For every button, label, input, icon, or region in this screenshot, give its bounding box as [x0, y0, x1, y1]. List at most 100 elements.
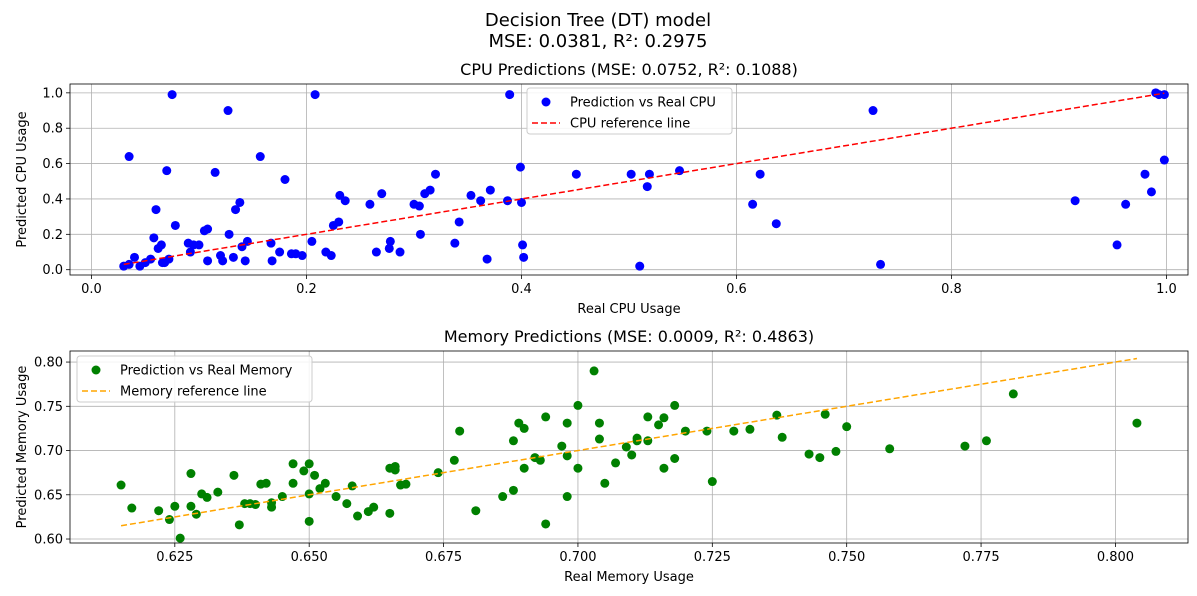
cpu-ytick-label-4: 0.8 [42, 122, 63, 137]
cpu-point-51 [371, 247, 381, 257]
memory-ytick-label-2: 0.70 [34, 444, 63, 459]
memory-point-42 [401, 479, 411, 489]
memory-point-4 [170, 501, 180, 511]
cpu-point-70 [515, 162, 525, 172]
cpu-xtick-label-0: 0.0 [81, 282, 102, 297]
cpu-point-62 [450, 238, 460, 248]
cpu-point-63 [454, 217, 464, 227]
cpu-point-93 [1159, 155, 1169, 165]
cpu-point-32 [240, 256, 250, 266]
cpu-point-26 [223, 106, 233, 116]
cpu-point-7 [151, 205, 161, 215]
memory-point-69 [627, 450, 637, 460]
cpu-panel: 0.0 0.2 0.4 0.6 0.8 1.0 0.0 0.2 0.4 0.6 0.8 1.0 CPU … [15, 60, 1189, 317]
memory-ytick-label-3: 0.75 [34, 400, 63, 415]
memory-point-55 [541, 519, 551, 529]
memory-point-91 [885, 444, 895, 454]
cpu-reference-line [123, 92, 1165, 266]
cpu-point-42 [307, 236, 317, 246]
cpu-ytick-label-2: 0.4 [42, 192, 63, 207]
memory-point-52 [519, 463, 529, 473]
cpu-point-14 [167, 90, 177, 100]
memory-point-93 [981, 436, 991, 446]
memory-point-45 [455, 426, 465, 436]
cpu-point-74 [571, 169, 581, 179]
memory-xtick-label-3: 0.700 [559, 550, 596, 565]
cpu-point-88 [1140, 169, 1150, 179]
cpu-point-81 [755, 169, 765, 179]
figure-suptitle-line1: Decision Tree (DT) model [485, 10, 711, 31]
memory-point-38 [385, 508, 395, 518]
cpu-point-82 [771, 219, 781, 229]
cpu-xtick-label-2: 0.4 [511, 282, 532, 297]
cpu-point-80 [748, 199, 758, 209]
memory-point-86 [804, 449, 814, 459]
cpu-point-83 [868, 106, 878, 116]
memory-point-22 [288, 459, 298, 469]
memory-point-36 [369, 502, 379, 512]
memory-point-90 [842, 422, 852, 432]
cpu-point-84 [876, 259, 886, 269]
memory-point-48 [508, 485, 518, 495]
memory-point-68 [621, 442, 631, 452]
memory-point-72 [643, 436, 653, 446]
figure-suptitle-line2: MSE: 0.0381, R²: 0.2975 [488, 31, 707, 52]
memory-point-34 [353, 511, 363, 521]
memory-point-95 [1132, 418, 1142, 428]
memory-point-57 [557, 441, 567, 451]
memory-axes-frame [69, 350, 1189, 544]
memory-ytick-label-4: 0.80 [34, 356, 63, 371]
memory-point-27 [304, 459, 314, 469]
cpu-point-55 [395, 247, 405, 257]
cpu-point-28 [228, 252, 238, 262]
cpu-point-23 [210, 167, 220, 177]
memory-point-51 [519, 423, 529, 433]
cpu-point-73 [519, 252, 529, 262]
memory-point-20 [267, 498, 277, 508]
memory-xtick-label-5: 0.750 [828, 550, 865, 565]
cpu-point-69 [505, 90, 515, 100]
cpu-chart-title: CPU Predictions (MSE: 0.0752, R²: 0.1088… [460, 60, 798, 79]
cpu-point-30 [235, 197, 245, 207]
memory-point-24 [299, 466, 309, 476]
memory-point-74 [654, 420, 664, 430]
memory-xtick-label-0: 0.625 [156, 550, 193, 565]
cpu-point-50 [365, 199, 375, 209]
cpu-point-43 [310, 90, 320, 100]
cpu-ytick-label-5: 1.0 [42, 86, 63, 101]
memory-point-67 [611, 458, 621, 468]
memory-point-25 [304, 489, 314, 499]
memory-chart-title: Memory Predictions (MSE: 0.0009, R²: 0.4… [444, 327, 814, 346]
memory-point-76 [659, 413, 669, 423]
memory-point-83 [745, 424, 755, 434]
cpu-point-9 [156, 240, 166, 250]
cpu-xtick-label-4: 0.8 [941, 282, 962, 297]
cpu-y-axis-label: Predicted CPU Usage [15, 111, 30, 247]
memory-x-axis-label: Real Memory Usage [564, 570, 694, 585]
memory-point-64 [594, 418, 604, 428]
memory-point-18 [261, 478, 271, 488]
memory-point-1 [127, 503, 137, 513]
cpu-point-21 [203, 224, 213, 234]
memory-point-7 [186, 501, 196, 511]
memory-reference-line [120, 357, 1138, 527]
memory-panel: 0.625 0.650 0.675 0.700 0.725 0.750 0.775 0.800… [15, 327, 1189, 585]
memory-point-2 [154, 506, 164, 516]
cpu-x-axis-label: Real CPU Usage [577, 302, 680, 317]
memory-point-56 [541, 412, 551, 422]
memory-xtick-label-7: 0.800 [1097, 550, 1134, 565]
cpu-point-85 [1070, 196, 1080, 206]
cpu-point-29 [231, 205, 241, 215]
cpu-point-34 [255, 152, 265, 162]
memory-xtick-label-2: 0.675 [425, 550, 462, 565]
cpu-point-27 [224, 229, 234, 239]
memory-point-78 [670, 454, 680, 464]
memory-point-33 [347, 481, 357, 491]
cpu-legend-marker-swatch [541, 97, 551, 107]
memory-point-75 [659, 463, 669, 473]
memory-point-63 [589, 366, 599, 376]
memory-point-73 [643, 412, 653, 422]
memory-point-13 [234, 520, 244, 530]
cpu-point-60 [425, 185, 435, 195]
